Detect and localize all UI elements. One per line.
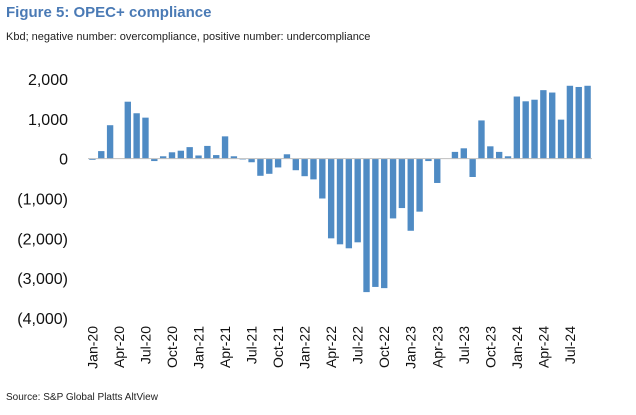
chart-title: Figure 5: OPEC+ compliance [6,4,212,21]
bar-sep-20 [159,156,167,159]
bar-may-21 [230,156,238,159]
bars [89,85,591,293]
y-tick-label: (3,000) [17,271,68,288]
bar-nov-22 [389,158,397,219]
x-tick-label: Apr-20 [111,326,127,368]
bar-mar-24 [531,99,538,159]
x-tick-label: Jul-20 [137,326,153,364]
bar-mar-20 [106,125,114,159]
y-tick-label: (4,000) [17,311,68,328]
bar-aug-20 [151,158,158,162]
bar-dec-21 [292,158,299,171]
bar-nov-20 [177,150,185,159]
bar-may-22 [336,158,344,245]
bar-aug-21 [257,158,264,176]
x-tick-label: Oct-22 [376,326,392,368]
bar-oct-21 [274,158,282,168]
y-tick-label: 2,000 [28,72,68,89]
bar-jul-23 [460,148,467,159]
bar-may-20 [124,101,131,159]
bar-nov-23 [495,151,503,159]
x-tick-label: Apr-21 [217,326,233,368]
bar-jun-23 [451,151,459,159]
bar-apr-21 [221,136,229,159]
bar-apr-23 [434,158,441,183]
x-tick-label: Jan-21 [191,326,207,369]
bar-dec-22 [398,158,406,209]
y-tick-label: (2,000) [17,231,68,248]
bar-jun-20 [133,113,140,159]
bar-oct-20 [168,152,176,159]
bar-may-24 [549,92,556,159]
x-tick-label: Apr-22 [323,326,339,368]
bar-dec-23 [504,156,512,159]
x-tick-label: Jul-23 [456,326,472,364]
x-tick-labels: Jan-20 Apr-20 Jul-20 Oct-20 Jan-21 Apr-21 Jul-… [84,326,577,369]
x-tick-label: Jan-20 [84,326,100,369]
bar-feb-22 [310,158,317,180]
x-tick-label: Jul-24 [562,326,578,364]
x-tick-label: Oct-23 [482,326,498,368]
bar-sep-24 [584,85,591,159]
y-tick-label: 1,000 [28,112,68,129]
bar-sep-23 [478,120,485,159]
y-tick-label: (1,000) [17,192,68,209]
bar-jul-21 [248,158,255,163]
x-tick-label: Jan-22 [297,326,313,369]
chart-subtitle: Kbd; negative number: overcompliance, po… [6,31,371,43]
x-tick-label: Apr-23 [429,326,445,368]
x-tick-label: Jul-21 [244,326,260,364]
bar-feb-21 [204,145,211,159]
bar-jun-24 [557,119,565,159]
bar-feb-24 [522,101,529,159]
bar-sep-21 [266,158,273,174]
bar-mar-22 [319,158,326,199]
bar-oct-23 [487,146,494,159]
x-tick-label: Oct-20 [164,326,180,368]
bar-oct-22 [381,158,388,289]
bar-mar-23 [425,158,432,162]
source-note: Source: S&P Global Platts AltView [6,392,158,403]
bar-nov-21 [283,154,291,159]
bar-aug-24 [575,86,582,159]
bar-feb-20 [98,151,105,159]
bar-jan-24 [513,96,521,159]
x-tick-label: Oct-21 [270,326,286,368]
x-tick-label: Apr-24 [535,326,551,368]
bar-jan-22 [301,158,308,177]
bar-aug-23 [469,158,476,177]
x-tick-label: Jan-23 [403,326,419,369]
y-tick-labels: 2,000 1,000 0 (1,000) (2,000) (3,000) (4,000) [17,72,68,328]
bar-jan-23 [407,158,414,231]
x-tick-label: Jul-22 [350,326,366,364]
bar-sep-22 [372,158,379,287]
bar-jan-21 [195,155,202,159]
bar-apr-24 [540,90,547,159]
bar-jul-20 [142,117,149,159]
x-tick-label: Jan-24 [509,326,525,369]
bar-mar-21 [213,155,220,159]
bar-aug-22 [363,158,370,293]
bar-apr-22 [327,158,335,239]
bar-feb-23 [416,158,423,212]
bar-jul-22 [354,158,361,243]
y-tick-label: 0 [59,152,68,169]
bar-jan-20 [89,158,96,160]
bar-jul-24 [566,85,574,159]
bar-jun-22 [345,158,353,249]
bar-dec-20 [186,147,193,159]
